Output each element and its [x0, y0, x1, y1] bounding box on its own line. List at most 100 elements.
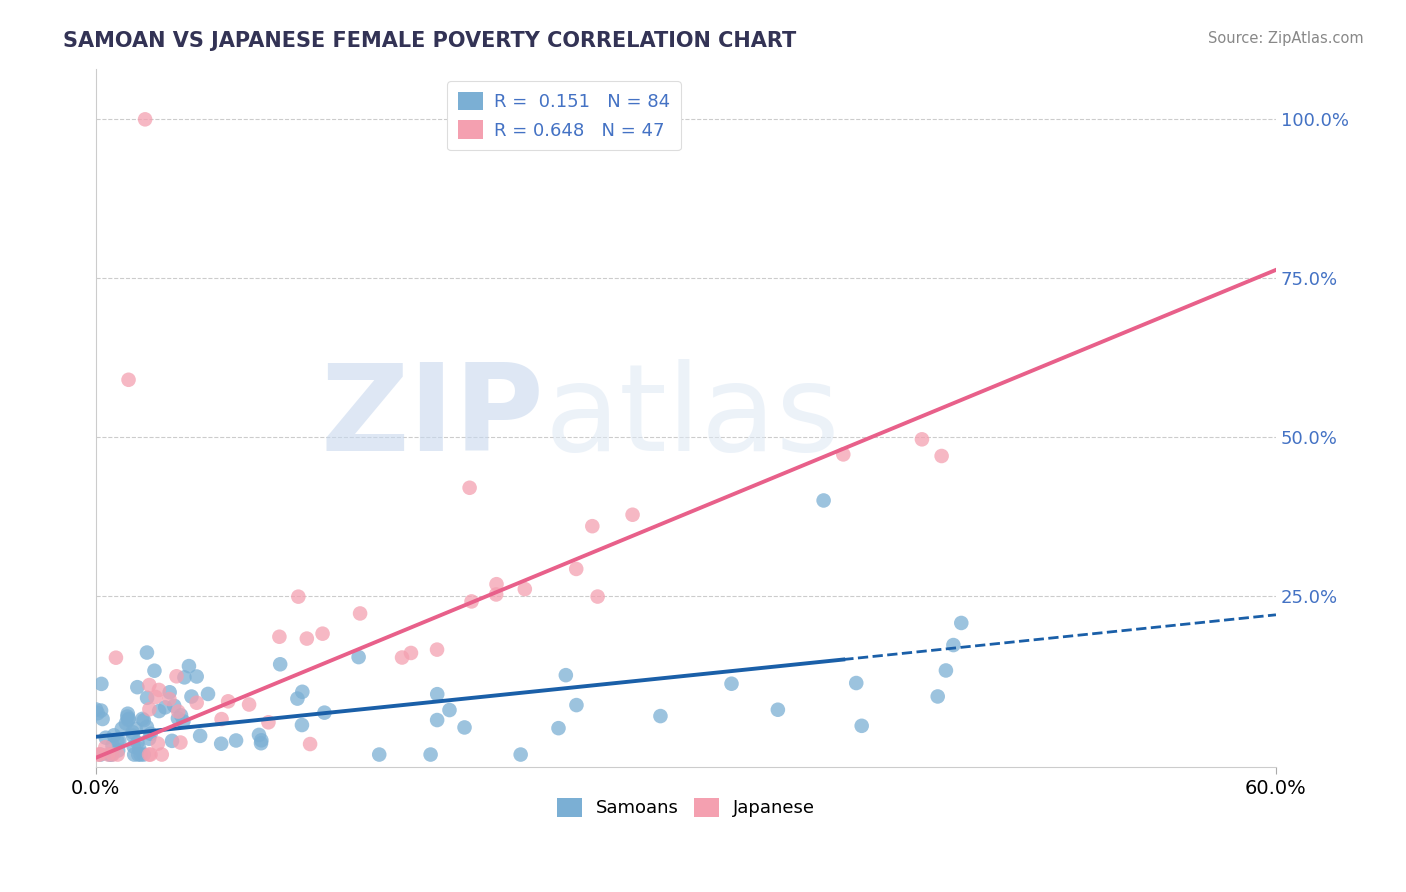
Point — [621, 508, 644, 522]
Point — [107, 734, 129, 748]
Point — [832, 447, 855, 461]
Point — [927, 690, 949, 704]
Point — [426, 687, 449, 701]
Point — [139, 747, 162, 762]
Point — [139, 727, 162, 741]
Point — [257, 715, 280, 730]
Point — [931, 449, 953, 463]
Point — [845, 676, 868, 690]
Point — [90, 704, 112, 718]
Point — [314, 706, 336, 720]
Point — [108, 734, 131, 748]
Point — [238, 698, 260, 712]
Point — [134, 112, 156, 127]
Point — [942, 638, 965, 652]
Point — [188, 729, 211, 743]
Point — [439, 703, 461, 717]
Point — [138, 702, 160, 716]
Point — [121, 725, 143, 739]
Point — [122, 739, 145, 754]
Point — [287, 691, 309, 706]
Point — [127, 747, 149, 762]
Point — [766, 703, 789, 717]
Point — [217, 694, 239, 708]
Text: SAMOAN VS JAPANESE FEMALE POVERTY CORRELATION CHART: SAMOAN VS JAPANESE FEMALE POVERTY CORREL… — [63, 31, 797, 51]
Point — [269, 657, 291, 672]
Point — [157, 692, 180, 706]
Point — [89, 747, 111, 762]
Point — [166, 669, 188, 683]
Point — [225, 733, 247, 747]
Point — [186, 696, 208, 710]
Point — [173, 670, 195, 684]
Point — [368, 747, 391, 762]
Point — [150, 747, 173, 762]
Point — [131, 712, 153, 726]
Point — [167, 705, 190, 719]
Point — [136, 690, 159, 705]
Point — [186, 669, 208, 683]
Point — [565, 698, 588, 712]
Point — [269, 630, 291, 644]
Point — [565, 562, 588, 576]
Point — [121, 729, 143, 743]
Point — [127, 680, 149, 694]
Point — [287, 590, 309, 604]
Point — [138, 747, 160, 762]
Point — [426, 642, 449, 657]
Point — [148, 682, 170, 697]
Point — [94, 740, 117, 755]
Point — [250, 733, 273, 747]
Point — [167, 711, 190, 725]
Point — [136, 646, 159, 660]
Point — [547, 721, 569, 735]
Point — [177, 659, 200, 673]
Point — [513, 582, 536, 596]
Point — [115, 716, 138, 731]
Point — [851, 719, 873, 733]
Point — [132, 747, 155, 762]
Point — [145, 690, 167, 704]
Point — [104, 650, 127, 665]
Point — [90, 677, 112, 691]
Point — [100, 747, 122, 762]
Point — [98, 747, 121, 762]
Point — [148, 704, 170, 718]
Point — [347, 650, 370, 665]
Point — [163, 698, 186, 713]
Text: atlas: atlas — [544, 359, 839, 476]
Point — [180, 690, 202, 704]
Point — [650, 709, 672, 723]
Text: ZIP: ZIP — [321, 359, 544, 476]
Point — [209, 737, 232, 751]
Point — [86, 706, 108, 721]
Point — [159, 685, 181, 699]
Point — [950, 615, 973, 630]
Point — [84, 702, 107, 716]
Point — [197, 687, 219, 701]
Point — [91, 712, 114, 726]
Point — [172, 714, 194, 729]
Legend: Samoans, Japanese: Samoans, Japanese — [550, 791, 823, 824]
Point — [124, 722, 146, 736]
Point — [97, 747, 120, 762]
Point — [90, 747, 112, 762]
Point — [129, 747, 152, 762]
Point — [250, 736, 273, 750]
Point — [169, 735, 191, 749]
Point — [211, 712, 233, 726]
Point — [426, 713, 449, 727]
Point — [107, 743, 129, 757]
Point — [101, 739, 124, 753]
Point — [299, 737, 322, 751]
Point — [117, 709, 139, 723]
Point — [813, 493, 835, 508]
Point — [146, 737, 169, 751]
Point — [453, 721, 475, 735]
Point — [101, 747, 124, 762]
Point — [391, 650, 413, 665]
Point — [128, 741, 150, 756]
Point — [135, 720, 157, 734]
Point — [153, 700, 176, 714]
Point — [143, 664, 166, 678]
